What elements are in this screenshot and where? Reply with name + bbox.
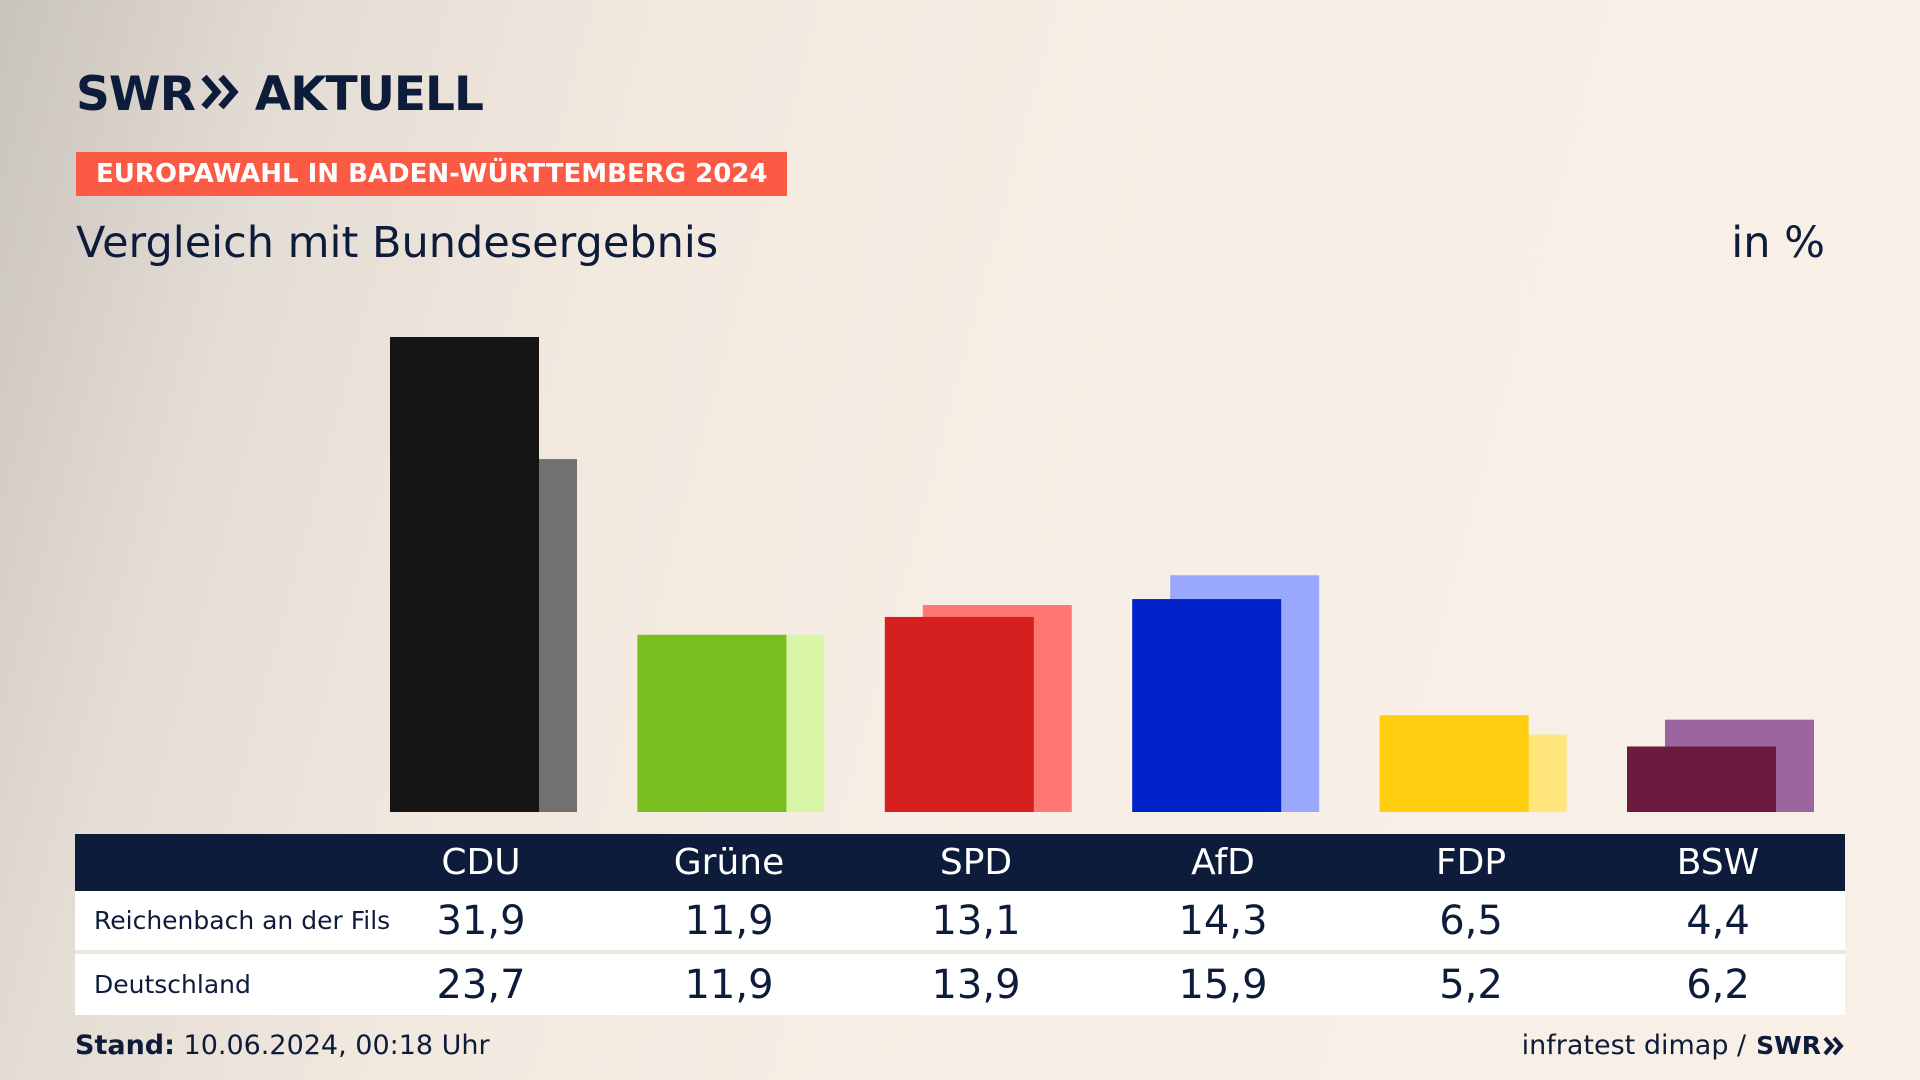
bar-reichenbach-spd	[884, 616, 1034, 812]
timestamp: Stand: 10.06.2024, 00:18 Uhr	[75, 1030, 490, 1061]
bar-chart	[390, 337, 1814, 812]
bar-reichenbach-cdu	[390, 337, 539, 812]
source-credit: infratest dimap / SWR	[1522, 1030, 1845, 1061]
bar-reichenbach-afd	[1132, 599, 1282, 812]
row-label: Deutschland	[94, 970, 251, 999]
election-badge: EUROPAWAHL IN BADEN-WÜRTTEMBERG 2024	[76, 152, 788, 196]
double-chevron-icon	[1823, 1036, 1844, 1055]
value-cell: 14,3	[1178, 897, 1268, 944]
source-text: infratest dimap /	[1521, 1030, 1747, 1061]
value-cell: 11,9	[684, 897, 774, 944]
header-gruene: Grüne	[673, 842, 785, 883]
value-cell: 6,2	[1686, 961, 1750, 1008]
header-cdu: CDU	[441, 842, 521, 883]
value-cell: 6,5	[1439, 897, 1503, 944]
header-bsw: BSW	[1676, 842, 1760, 883]
value-cell: 31,9	[436, 897, 526, 944]
value-cell: 4,4	[1686, 897, 1750, 944]
bar-reichenbach-bsw	[1627, 746, 1776, 812]
unit-label: in %	[1731, 218, 1825, 268]
swr-small-logo: SWR	[1756, 1031, 1845, 1060]
bar-reichenbach-fdp	[1379, 715, 1529, 812]
chart-subtitle: Vergleich mit Bundesergebnis	[76, 218, 719, 268]
table-row: Reichenbach an der Fils 31,9 11,9 13,1 1…	[75, 891, 1845, 954]
table-header: CDU Grüne SPD AfD FDP BSW	[75, 834, 1845, 891]
results-table: CDU Grüne SPD AfD FDP BSW Reichenbach an…	[75, 834, 1845, 1015]
value-cell: 13,1	[931, 897, 1021, 944]
value-cell: 11,9	[684, 961, 774, 1008]
logo-swr-text: SWR	[76, 66, 196, 122]
bar-reichenbach-gruene	[637, 634, 787, 812]
table-row: Deutschland 23,7 11,9 13,9 15,9 5,2 6,2	[75, 954, 1845, 1015]
value-cell: 15,9	[1178, 961, 1268, 1008]
header-afd: AfD	[1191, 842, 1255, 883]
row-label: Reichenbach an der Fils	[94, 906, 391, 935]
value-cell: 5,2	[1439, 961, 1503, 1008]
footer-logo-text: SWR	[1756, 1031, 1821, 1060]
header-fdp: FDP	[1435, 842, 1507, 883]
header-spd: SPD	[939, 842, 1013, 883]
double-chevron-icon	[201, 74, 241, 114]
value-cell: 23,7	[436, 961, 526, 1008]
stand-label: Stand:	[75, 1030, 175, 1061]
swr-aktuell-logo: SWR AKTUELL	[76, 66, 484, 122]
logo-aktuell-text: AKTUELL	[254, 66, 484, 122]
value-cell: 13,9	[931, 961, 1021, 1008]
stand-value: 10.06.2024, 00:18 Uhr	[183, 1030, 490, 1061]
